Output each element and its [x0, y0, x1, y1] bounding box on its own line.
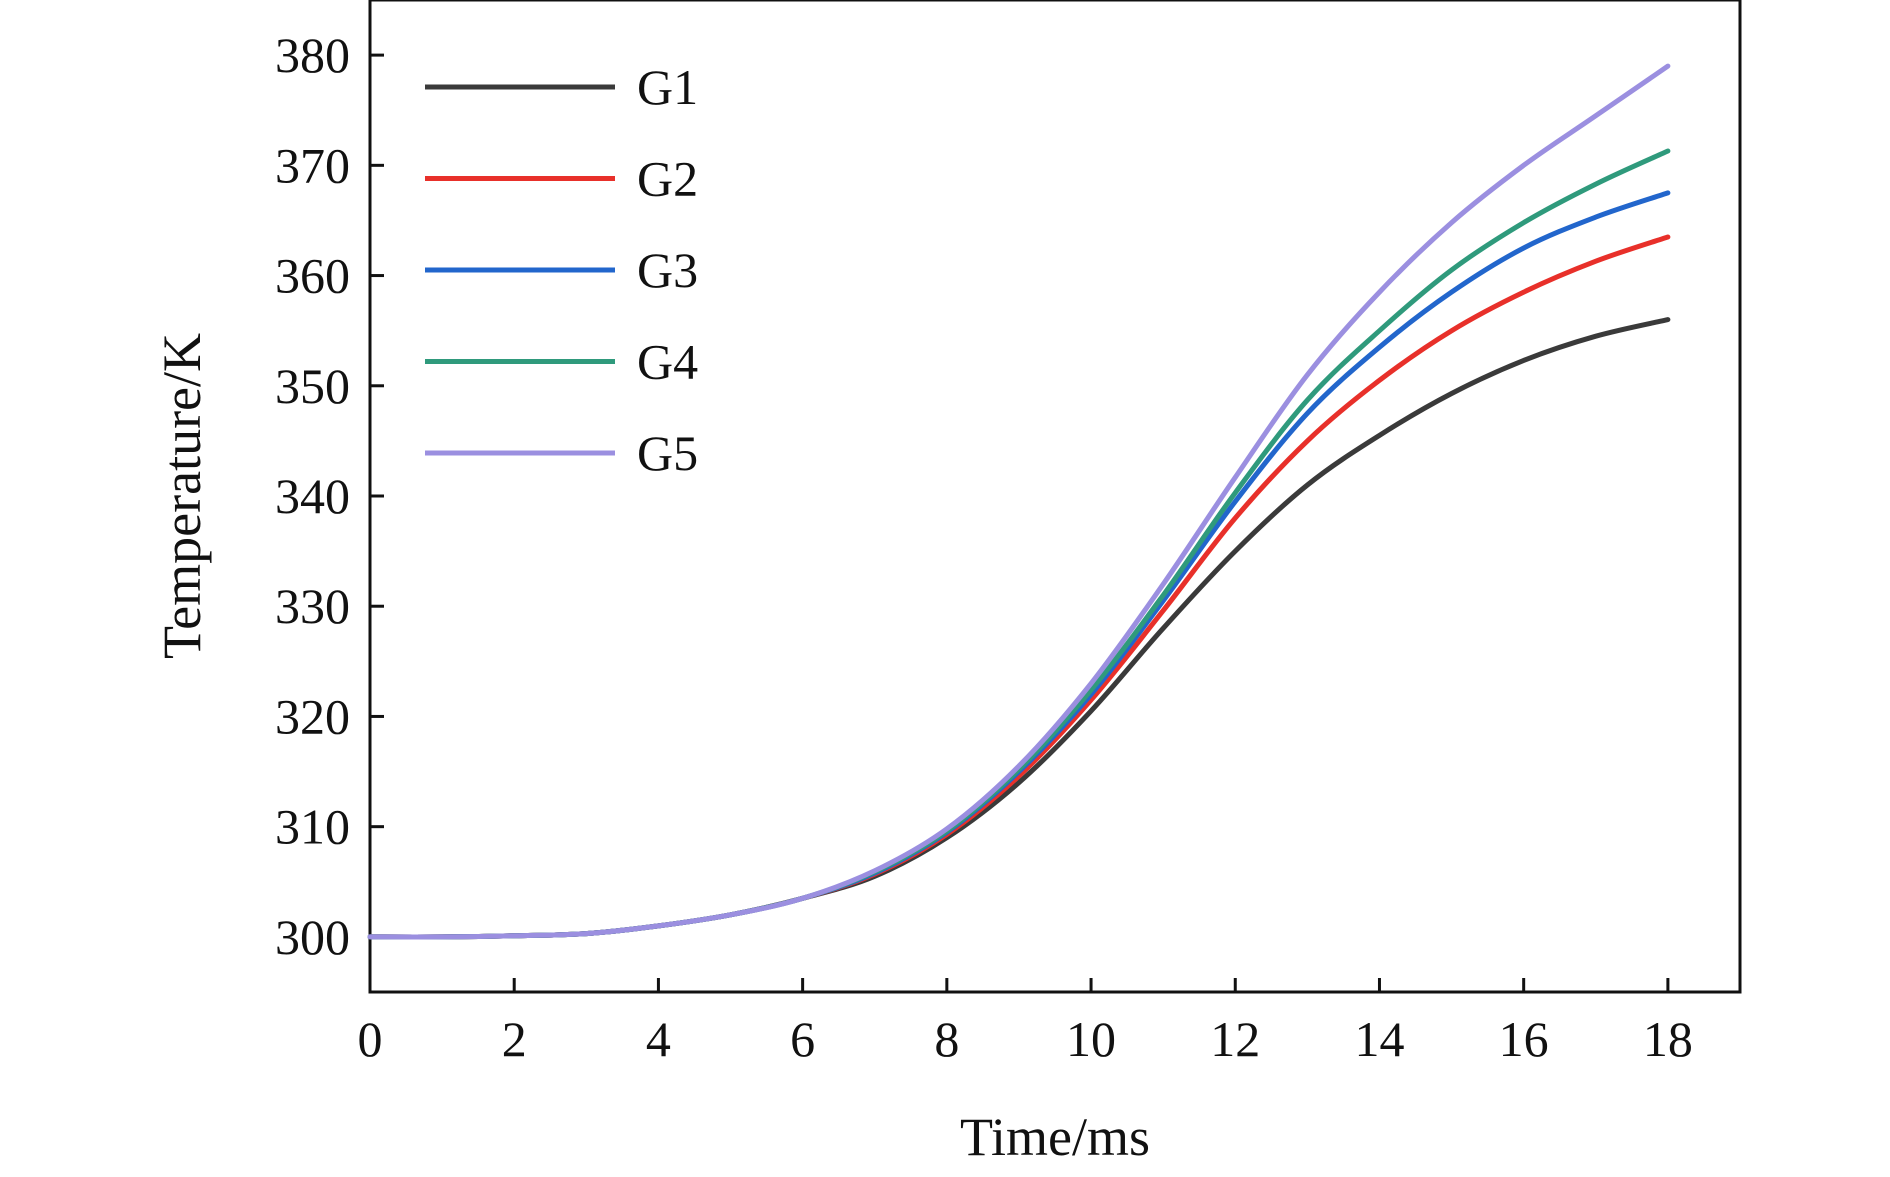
y-tick-label: 370	[275, 137, 350, 193]
series-lines	[367, 63, 1671, 940]
x-tick-label: 8	[934, 1011, 959, 1067]
y-tick-label: 320	[275, 688, 350, 744]
y-tick-label: 340	[275, 468, 350, 524]
y-tick-label: 380	[275, 27, 350, 83]
x-tick-label: 4	[646, 1011, 671, 1067]
x-tick-label: 18	[1643, 1011, 1693, 1067]
legend-label-g1: G1	[637, 59, 698, 115]
x-tick-label: 14	[1354, 1011, 1404, 1067]
legend-label-g4: G4	[637, 334, 698, 390]
x-tick-label: 10	[1066, 1011, 1116, 1067]
y-tick-label: 300	[275, 909, 350, 965]
legend-label-g2: G2	[637, 151, 698, 207]
series-line-g1	[367, 317, 1671, 940]
legend-label-g5: G5	[637, 425, 698, 481]
x-tick-label: 12	[1210, 1011, 1260, 1067]
x-axis-title: Time/ms	[960, 1107, 1150, 1167]
series-line-g2	[367, 234, 1671, 940]
legend-label-g3: G3	[637, 242, 698, 298]
y-tick-label: 330	[275, 578, 350, 634]
x-tick-label: 2	[502, 1011, 527, 1067]
x-tick-label: 16	[1499, 1011, 1549, 1067]
plot-frame	[368, 0, 1742, 994]
y-axis-ticks: 300 310 320 330 340 350 360 370 380	[275, 27, 384, 965]
series-line-g3	[367, 190, 1671, 940]
y-axis-title: Temperature/K	[152, 333, 212, 659]
x-axis-ticks: 0 2 4 6 8 10 12 14 16 18	[358, 978, 1693, 1067]
series-line-g5	[367, 63, 1671, 940]
y-tick-label: 350	[275, 358, 350, 414]
x-tick-label: 6	[790, 1011, 815, 1067]
legend: G1 G2 G3 G4 G5	[425, 59, 698, 481]
y-tick-label: 310	[275, 799, 350, 855]
x-tick-label: 0	[358, 1011, 383, 1067]
y-tick-label: 360	[275, 248, 350, 304]
